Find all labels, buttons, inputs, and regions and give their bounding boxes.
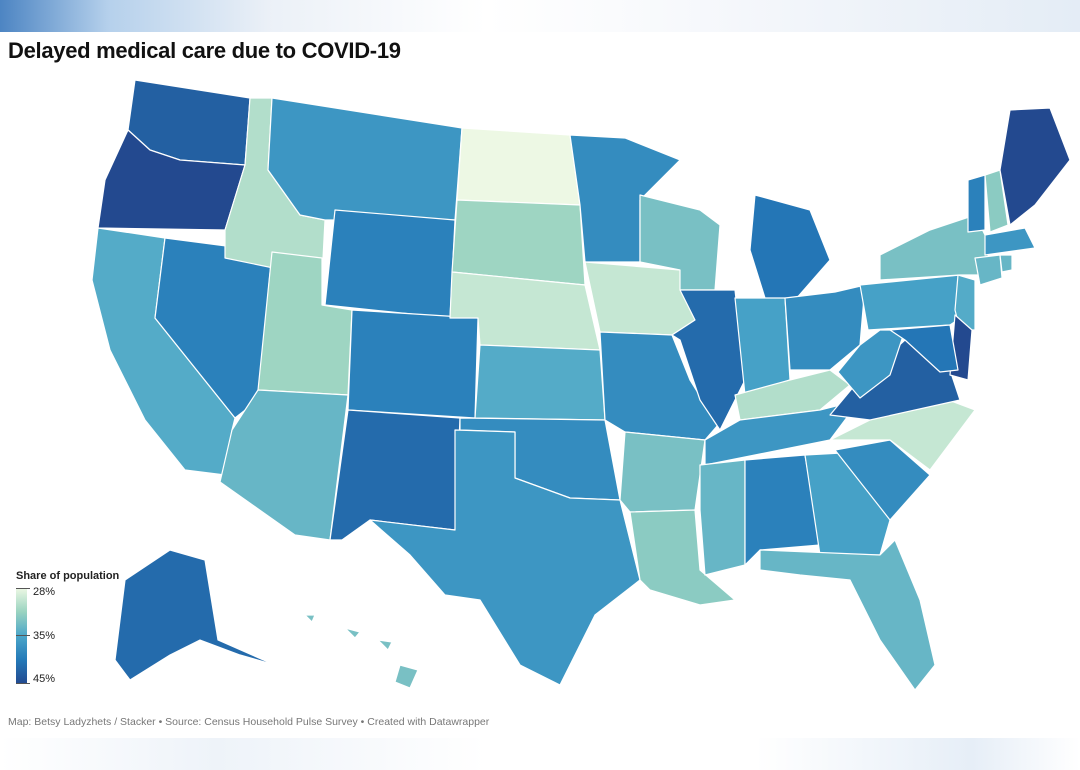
legend-tick-mid	[16, 635, 30, 636]
state-kansas[interactable]: Kansas: 36%	[474, 344, 606, 421]
bottom-image-strip	[0, 738, 1080, 770]
state-south-carolina[interactable]: South Carolina: 39%	[834, 439, 931, 521]
state-wyoming[interactable]: Wyoming: 40%	[324, 209, 456, 319]
us-choropleth-map: Washington: 43%Oregon: 45%California: 36…	[0, 60, 1080, 700]
map-footer-credits: Map: Betsy Ladyzhets / Stacker • Source:…	[8, 716, 490, 728]
legend-color-bar	[16, 588, 27, 684]
state-michigan[interactable]: Michigan: 41%	[749, 194, 831, 301]
legend-tick-min	[16, 588, 30, 589]
state-texas[interactable]: Texas: 38%	[369, 429, 641, 686]
state-maryland[interactable]: Maryland: 41%	[889, 324, 959, 373]
legend-label-max: 45%	[33, 673, 56, 685]
state-pennsylvania[interactable]: Pennsylvania: 37%	[859, 274, 966, 331]
legend-label-mid: 35%	[33, 630, 56, 642]
state-alabama[interactable]: Alabama: 40%	[744, 454, 821, 566]
state-new-mexico[interactable]: New Mexico: 42%	[329, 409, 461, 541]
legend-title: Share of population	[16, 570, 120, 582]
state-montana[interactable]: Montana: 38%	[267, 97, 463, 221]
state-colorado[interactable]: Colorado: 40%	[347, 309, 479, 419]
state-rhode-island[interactable]: Rhode Island: 35%	[999, 254, 1013, 273]
legend-tick-max	[16, 683, 30, 684]
state-alaska[interactable]: Alaska: 42%	[114, 549, 276, 681]
state-iowa[interactable]: Iowa: 30%	[584, 261, 696, 336]
state-vermont[interactable]: Vermont: 40%	[967, 174, 986, 233]
state-south-dakota[interactable]: South Dakota: 32%	[451, 199, 586, 286]
top-image-strip	[0, 0, 1080, 32]
legend-label-min: 28%	[33, 586, 56, 598]
state-missouri[interactable]: Missouri: 39%	[599, 331, 719, 441]
state-indiana[interactable]: Indiana: 37%	[734, 297, 791, 396]
state-north-dakota[interactable]: North Dakota: 28%	[456, 127, 581, 206]
map-svg: Washington: 43%Oregon: 45%California: 36…	[91, 79, 1071, 691]
state-massachusetts[interactable]: Massachusetts: 38%	[984, 227, 1036, 256]
legend: Share of population 28% 35% 45%	[16, 570, 136, 688]
state-arkansas[interactable]: Arkansas: 34%	[619, 431, 706, 513]
state-mississippi[interactable]: Mississippi: 35%	[699, 459, 746, 576]
state-connecticut[interactable]: Connecticut: 35%	[974, 254, 1003, 286]
page-title: Delayed medical care due to COVID-19	[8, 38, 401, 63]
state-maine[interactable]: Maine: 45%	[999, 107, 1071, 226]
state-hawaii[interactable]: Hawaii: 34%	[304, 614, 419, 689]
state-florida[interactable]: Florida: 35%	[759, 539, 936, 691]
state-louisiana[interactable]: Louisiana: 33%	[629, 509, 736, 606]
